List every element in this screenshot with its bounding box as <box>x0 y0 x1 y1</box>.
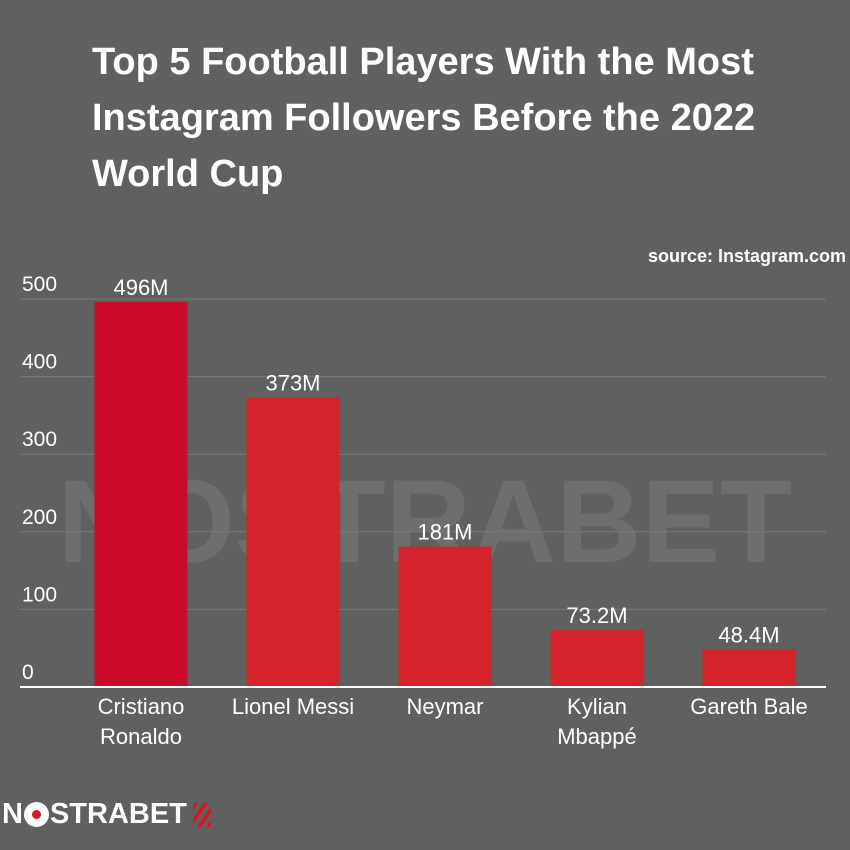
x-tick-label: Kylian <box>567 694 627 719</box>
y-tick-label: 0 <box>22 661 34 684</box>
bar <box>702 649 796 687</box>
bar <box>550 630 644 687</box>
x-tick-label: Neymar <box>406 694 483 719</box>
x-tick-label: Cristiano <box>98 694 185 719</box>
bar <box>246 397 340 687</box>
y-tick-label: 100 <box>22 583 57 606</box>
y-tick-label: 500 <box>22 273 57 296</box>
y-tick-label: 300 <box>22 428 57 451</box>
y-tick-label: 200 <box>22 506 57 529</box>
data-label: 48.4M <box>718 622 779 647</box>
bar <box>94 302 188 687</box>
x-tick-label: Ronaldo <box>100 724 182 749</box>
logo-text-left: N <box>2 798 23 830</box>
y-tick-label: 400 <box>22 351 57 374</box>
data-label: 496M <box>113 275 168 300</box>
data-label: 373M <box>265 371 320 396</box>
data-label: 73.2M <box>566 603 627 628</box>
x-tick-label: Lionel Messi <box>232 694 354 719</box>
chart-title: Top 5 Football Players With the Most Ins… <box>92 41 756 195</box>
x-tick-label: Mbappé <box>557 724 637 749</box>
data-label: 181M <box>417 520 472 545</box>
bar <box>398 546 492 687</box>
x-tick-label: Gareth Bale <box>690 694 807 719</box>
nostrabet-logo: N STRABET <box>2 798 211 831</box>
source-label: source: Instagram.com <box>647 246 846 266</box>
logo-text-right: STRABET <box>49 798 187 830</box>
logo-stripes-icon <box>192 802 211 827</box>
football-icon <box>23 802 49 827</box>
